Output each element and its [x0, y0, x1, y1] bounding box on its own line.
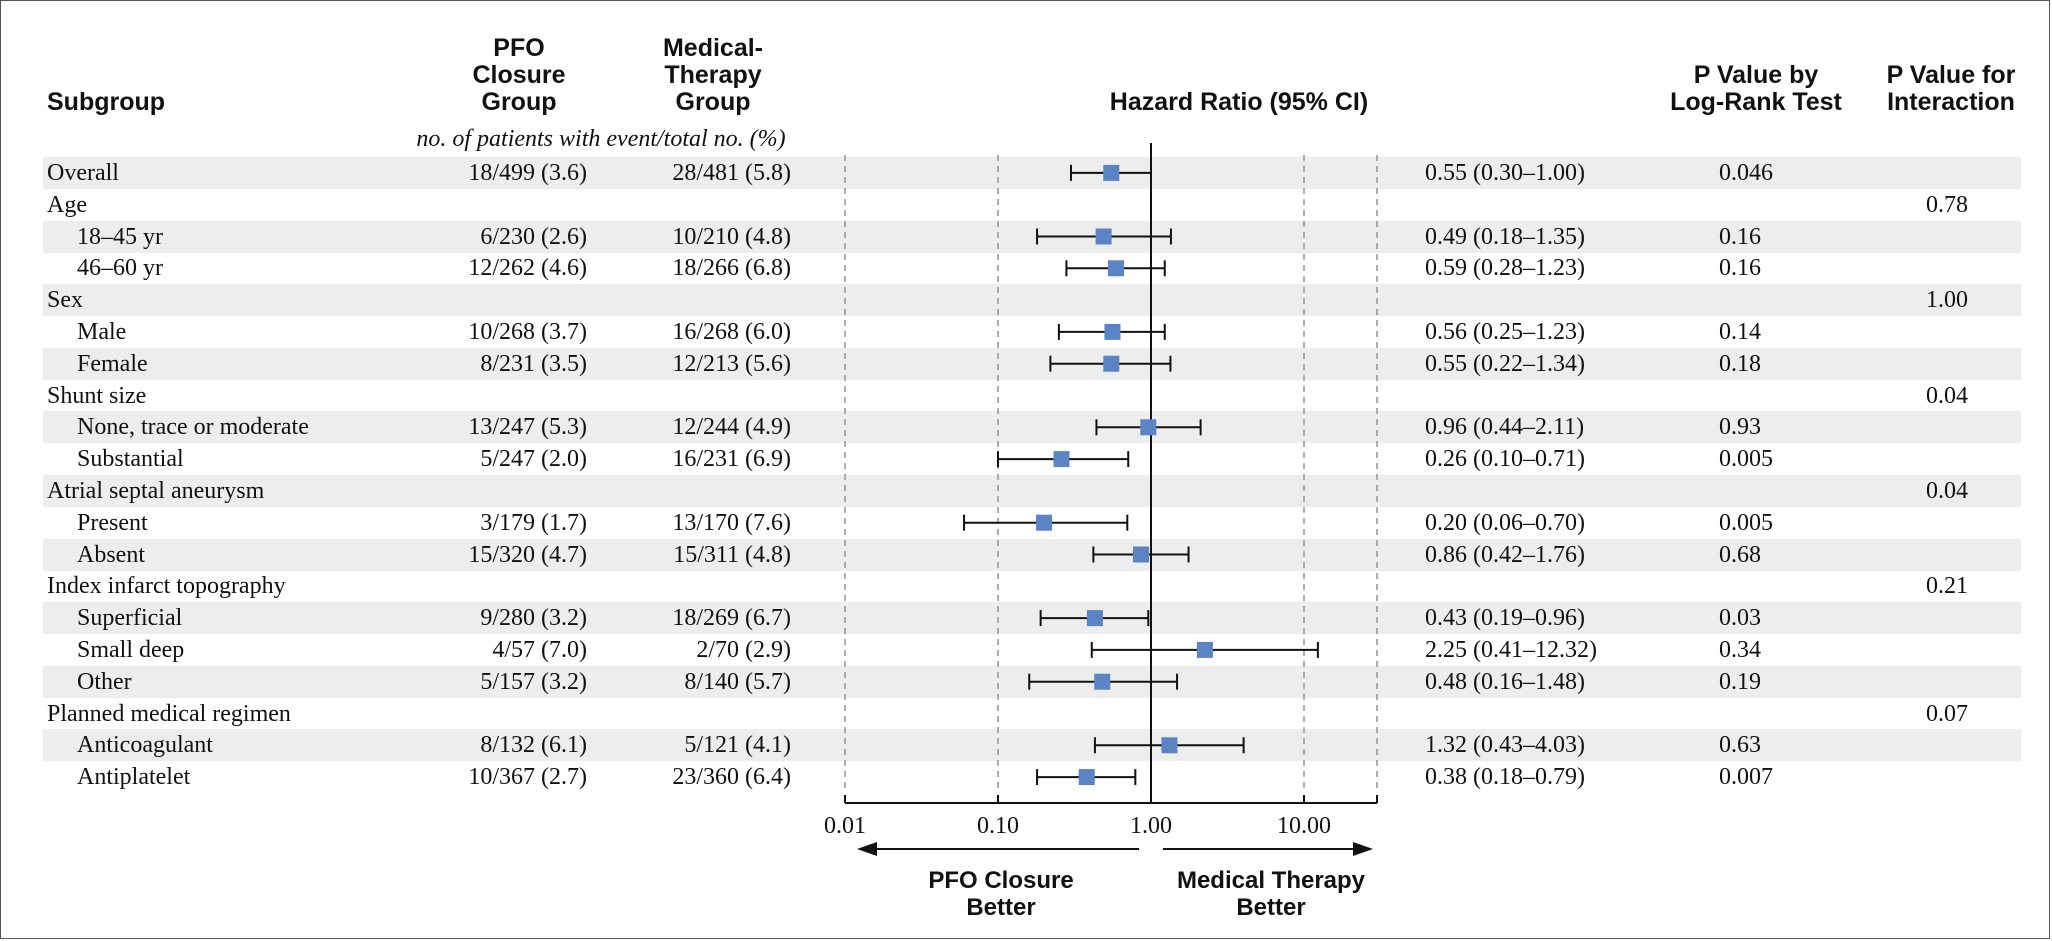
hazard-ratio-marker	[1053, 451, 1069, 467]
hazard-ratio-marker	[1079, 769, 1095, 785]
hazard-ratio-marker	[1087, 610, 1103, 626]
hazard-ratio-marker	[1103, 356, 1119, 372]
x-tick-label: 0.01	[824, 813, 866, 839]
hazard-ratio-marker	[1094, 674, 1110, 690]
arrow-right-head	[1353, 842, 1373, 856]
hazard-ratio-marker	[1161, 737, 1177, 753]
hazard-ratio-marker	[1197, 642, 1213, 658]
arrow-left-head	[857, 842, 877, 856]
label-medical-therapy-better: Medical Therapy Better	[1131, 867, 1411, 921]
x-tick-label: 10.00	[1277, 813, 1331, 839]
hazard-ratio-marker	[1104, 324, 1120, 340]
hazard-ratio-marker	[1036, 515, 1052, 531]
hazard-ratio-marker	[1103, 165, 1119, 181]
hazard-ratio-marker	[1133, 547, 1149, 563]
label-pfo-closure-better: PFO Closure Better	[881, 867, 1121, 921]
hazard-ratio-marker	[1108, 260, 1124, 276]
x-tick-label: 0.10	[977, 813, 1019, 839]
hazard-ratio-marker	[1096, 229, 1112, 245]
x-tick-label: 1.00	[1130, 813, 1172, 839]
hazard-ratio-marker	[1140, 419, 1156, 435]
